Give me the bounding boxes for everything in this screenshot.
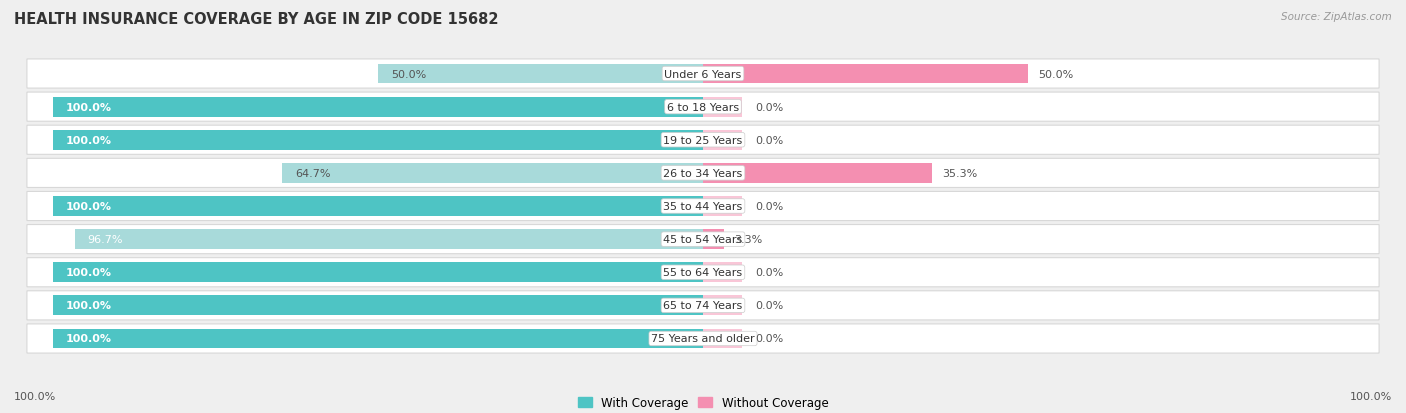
Text: 50.0%: 50.0% [391,69,426,79]
Text: 96.7%: 96.7% [87,235,122,244]
FancyBboxPatch shape [27,324,1379,353]
FancyBboxPatch shape [27,93,1379,122]
FancyBboxPatch shape [27,192,1379,221]
Text: 55 to 64 Years: 55 to 64 Years [664,268,742,278]
Text: 35 to 44 Years: 35 to 44 Years [664,202,742,211]
Bar [378,64,703,84]
Text: 50.0%: 50.0% [1038,69,1073,79]
Bar [703,131,742,150]
Bar [53,296,703,316]
Text: 100.0%: 100.0% [66,301,112,311]
Text: 100.0%: 100.0% [66,102,112,112]
Text: 0.0%: 0.0% [755,102,783,112]
FancyBboxPatch shape [27,126,1379,155]
Text: Source: ZipAtlas.com: Source: ZipAtlas.com [1281,12,1392,22]
FancyBboxPatch shape [27,291,1379,320]
Text: 64.7%: 64.7% [295,169,330,178]
Bar [53,263,703,282]
Bar [703,230,724,249]
Text: 0.0%: 0.0% [755,268,783,278]
Legend: With Coverage, Without Coverage: With Coverage, Without Coverage [572,392,834,413]
Text: Under 6 Years: Under 6 Years [665,69,741,79]
Bar [703,64,1028,84]
Text: 3.3%: 3.3% [734,235,762,244]
FancyBboxPatch shape [27,225,1379,254]
Text: 100.0%: 100.0% [66,334,112,344]
Bar [703,296,742,316]
Text: 100.0%: 100.0% [66,135,112,145]
Bar [75,230,703,249]
FancyBboxPatch shape [27,258,1379,287]
Text: 0.0%: 0.0% [755,202,783,211]
Text: 0.0%: 0.0% [755,135,783,145]
Bar [53,197,703,216]
Bar [283,164,703,183]
Bar [703,329,742,349]
Text: 100.0%: 100.0% [1350,391,1392,401]
Text: 100.0%: 100.0% [66,268,112,278]
FancyBboxPatch shape [27,60,1379,89]
Bar [703,164,932,183]
Bar [703,263,742,282]
Text: 100.0%: 100.0% [66,202,112,211]
Text: 26 to 34 Years: 26 to 34 Years [664,169,742,178]
Bar [53,131,703,150]
Bar [53,329,703,349]
Text: HEALTH INSURANCE COVERAGE BY AGE IN ZIP CODE 15682: HEALTH INSURANCE COVERAGE BY AGE IN ZIP … [14,12,499,27]
Text: 65 to 74 Years: 65 to 74 Years [664,301,742,311]
Bar [703,197,742,216]
Bar [703,97,742,117]
Text: 45 to 54 Years: 45 to 54 Years [664,235,742,244]
Text: 19 to 25 Years: 19 to 25 Years [664,135,742,145]
Text: 6 to 18 Years: 6 to 18 Years [666,102,740,112]
FancyBboxPatch shape [27,159,1379,188]
Text: 35.3%: 35.3% [942,169,977,178]
Text: 100.0%: 100.0% [14,391,56,401]
Bar [53,97,703,117]
Text: 0.0%: 0.0% [755,334,783,344]
Text: 75 Years and older: 75 Years and older [651,334,755,344]
Text: 0.0%: 0.0% [755,301,783,311]
